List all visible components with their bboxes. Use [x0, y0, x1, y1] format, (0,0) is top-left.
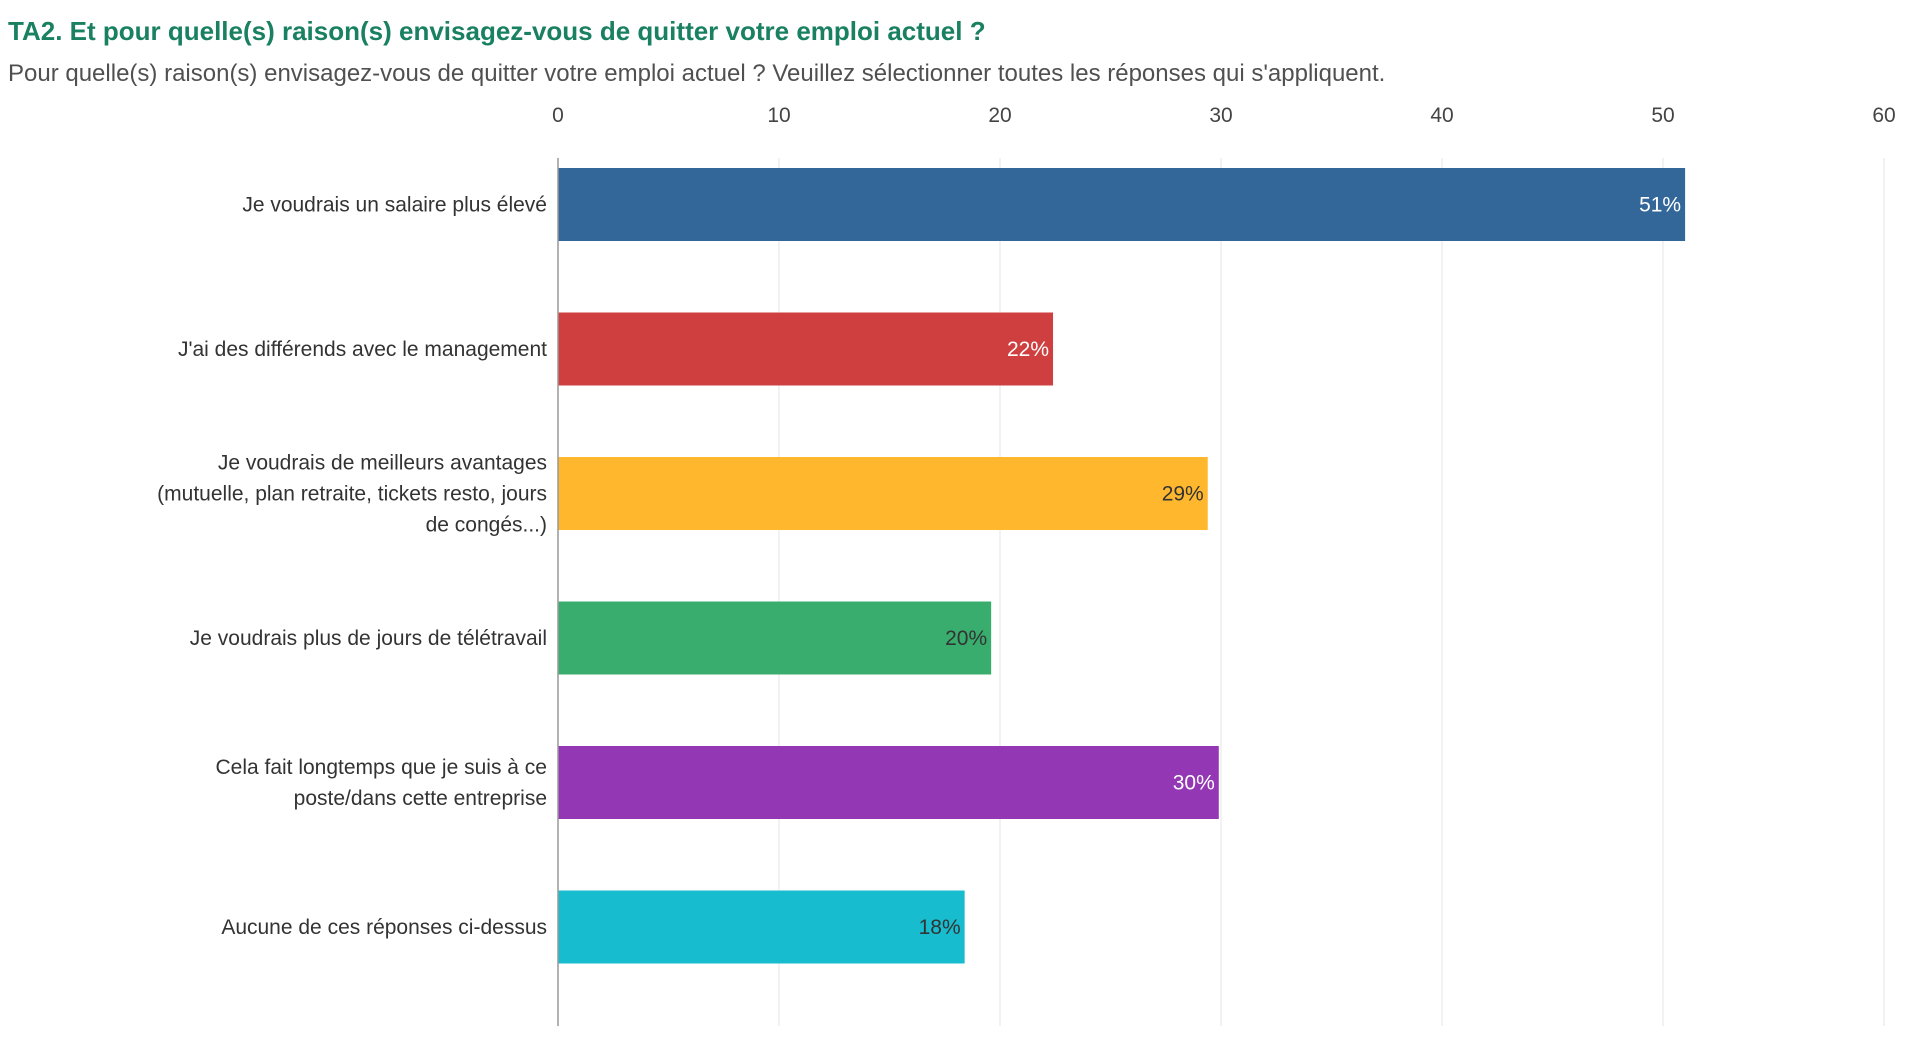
- category-labels: Je voudrais un salaire plus élevé J'ai de…: [157, 194, 547, 940]
- gridlines: [778, 158, 1885, 1026]
- x-tick-label: 40: [1430, 104, 1453, 127]
- x-tick-label: 10: [767, 104, 790, 127]
- category-label: Je voudrais un salaire plus élevé: [242, 194, 547, 217]
- category-label: Je voudrais de meilleurs avantages (mutue…: [157, 452, 547, 537]
- bar: [558, 601, 992, 675]
- bar: [558, 457, 1208, 530]
- category-label: J'ai des différends avec le management: [178, 338, 547, 361]
- bar: [558, 312, 1054, 386]
- data-label: 29%: [1162, 483, 1204, 506]
- bar: [558, 168, 1686, 241]
- category-label: Cela fait longtemps que je suis à ce post…: [215, 756, 547, 810]
- data-label: 22%: [1007, 338, 1049, 361]
- data-label: 20%: [945, 627, 987, 650]
- data-labels: 51% 22% 29% 20% 30% 18%: [919, 194, 1681, 940]
- x-tick-label: 60: [1872, 104, 1895, 127]
- bar: [558, 746, 1219, 819]
- category-label: Je voudrais plus de jours de télétravail: [190, 627, 547, 650]
- chart-subtitle: Pour quelle(s) raison(s) envisagez-vous …: [8, 60, 1386, 87]
- data-label: 51%: [1639, 194, 1681, 217]
- x-tick-label: 50: [1651, 104, 1674, 127]
- bars: [558, 168, 1686, 964]
- bar: [558, 890, 965, 964]
- x-tick-label: 0: [552, 104, 564, 127]
- x-tick-label: 20: [988, 104, 1011, 127]
- data-label: 18%: [919, 916, 961, 939]
- category-label: Aucune de ces réponses ci-dessus: [221, 916, 547, 939]
- data-label: 30%: [1173, 772, 1215, 795]
- x-tick-label: 30: [1209, 104, 1232, 127]
- x-axis-ticks: 0 10 20 30 40 50 60: [552, 104, 1896, 127]
- chart-title: TA2. Et pour quelle(s) raison(s) envisag…: [8, 16, 986, 46]
